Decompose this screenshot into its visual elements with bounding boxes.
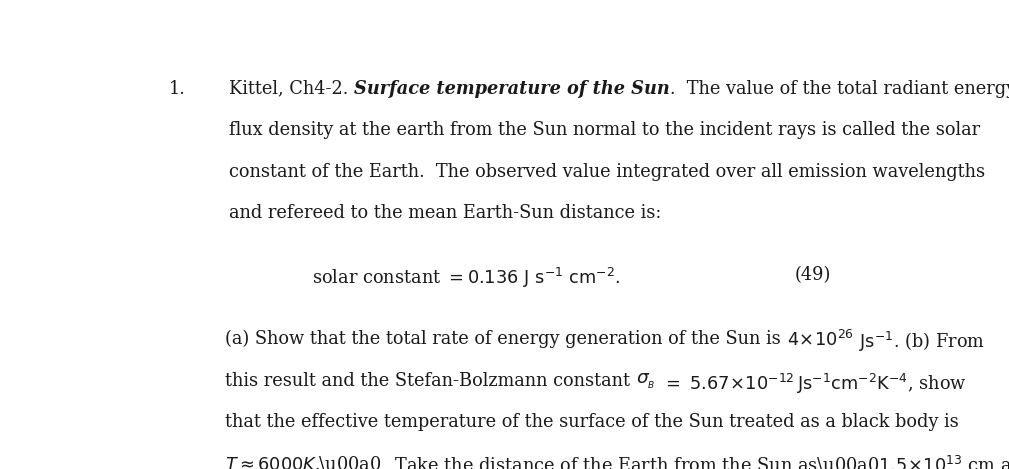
Text: constant of the Earth.  The observed value integrated over all emission waveleng: constant of the Earth. The observed valu… <box>229 163 986 181</box>
Text: Surface temperature of the Sun: Surface temperature of the Sun <box>354 80 670 98</box>
Text: $\ \mathrm{Js}^{-1}$. (b) From: $\ \mathrm{Js}^{-1}$. (b) From <box>854 330 985 354</box>
Text: flux density at the earth from the Sun normal to the incident rays is called the: flux density at the earth from the Sun n… <box>229 121 981 139</box>
Text: $\sigma_{_B}$: $\sigma_{_B}$ <box>636 371 656 391</box>
Text: solar constant $= 0.136\ \mathrm{J}\ \mathrm{s}^{-1}\ \mathrm{cm}^{-2}.$: solar constant $= 0.136\ \mathrm{J}\ \ma… <box>312 266 621 290</box>
Text: .  The value of the total radiant energy: . The value of the total radiant energy <box>670 80 1009 98</box>
Text: that the effective temperature of the surface of the Sun treated as a black body: that the effective temperature of the su… <box>225 413 960 431</box>
Text: Take the distance of the Earth from the Sun as\u00a0$1.5\!\times\!10^{13}$ cm an: Take the distance of the Earth from the … <box>383 455 1009 469</box>
Text: (a) Show that the total rate of energy generation of the Sun is: (a) Show that the total rate of energy g… <box>225 330 787 348</box>
Text: $\ {=}\ 5.67\!\times\!10^{-12}\,\mathrm{Js}^{-1}\mathrm{cm}^{-2}\mathrm{K}^{-4}$: $\ {=}\ 5.67\!\times\!10^{-12}\,\mathrm{… <box>656 371 967 396</box>
Text: $4\!\times\!10^{26}$: $4\!\times\!10^{26}$ <box>787 330 854 350</box>
Text: Kittel, Ch4-2.: Kittel, Ch4-2. <box>229 80 354 98</box>
Text: and refereed to the mean Earth-Sun distance is:: and refereed to the mean Earth-Sun dista… <box>229 204 662 222</box>
Text: (49): (49) <box>795 266 831 284</box>
Text: $T \approx 6000K$.\u00a0: $T \approx 6000K$.\u00a0 <box>225 455 383 469</box>
Text: 1.: 1. <box>170 80 186 98</box>
Text: this result and the Stefan-Bolzmann constant: this result and the Stefan-Bolzmann cons… <box>225 371 636 390</box>
